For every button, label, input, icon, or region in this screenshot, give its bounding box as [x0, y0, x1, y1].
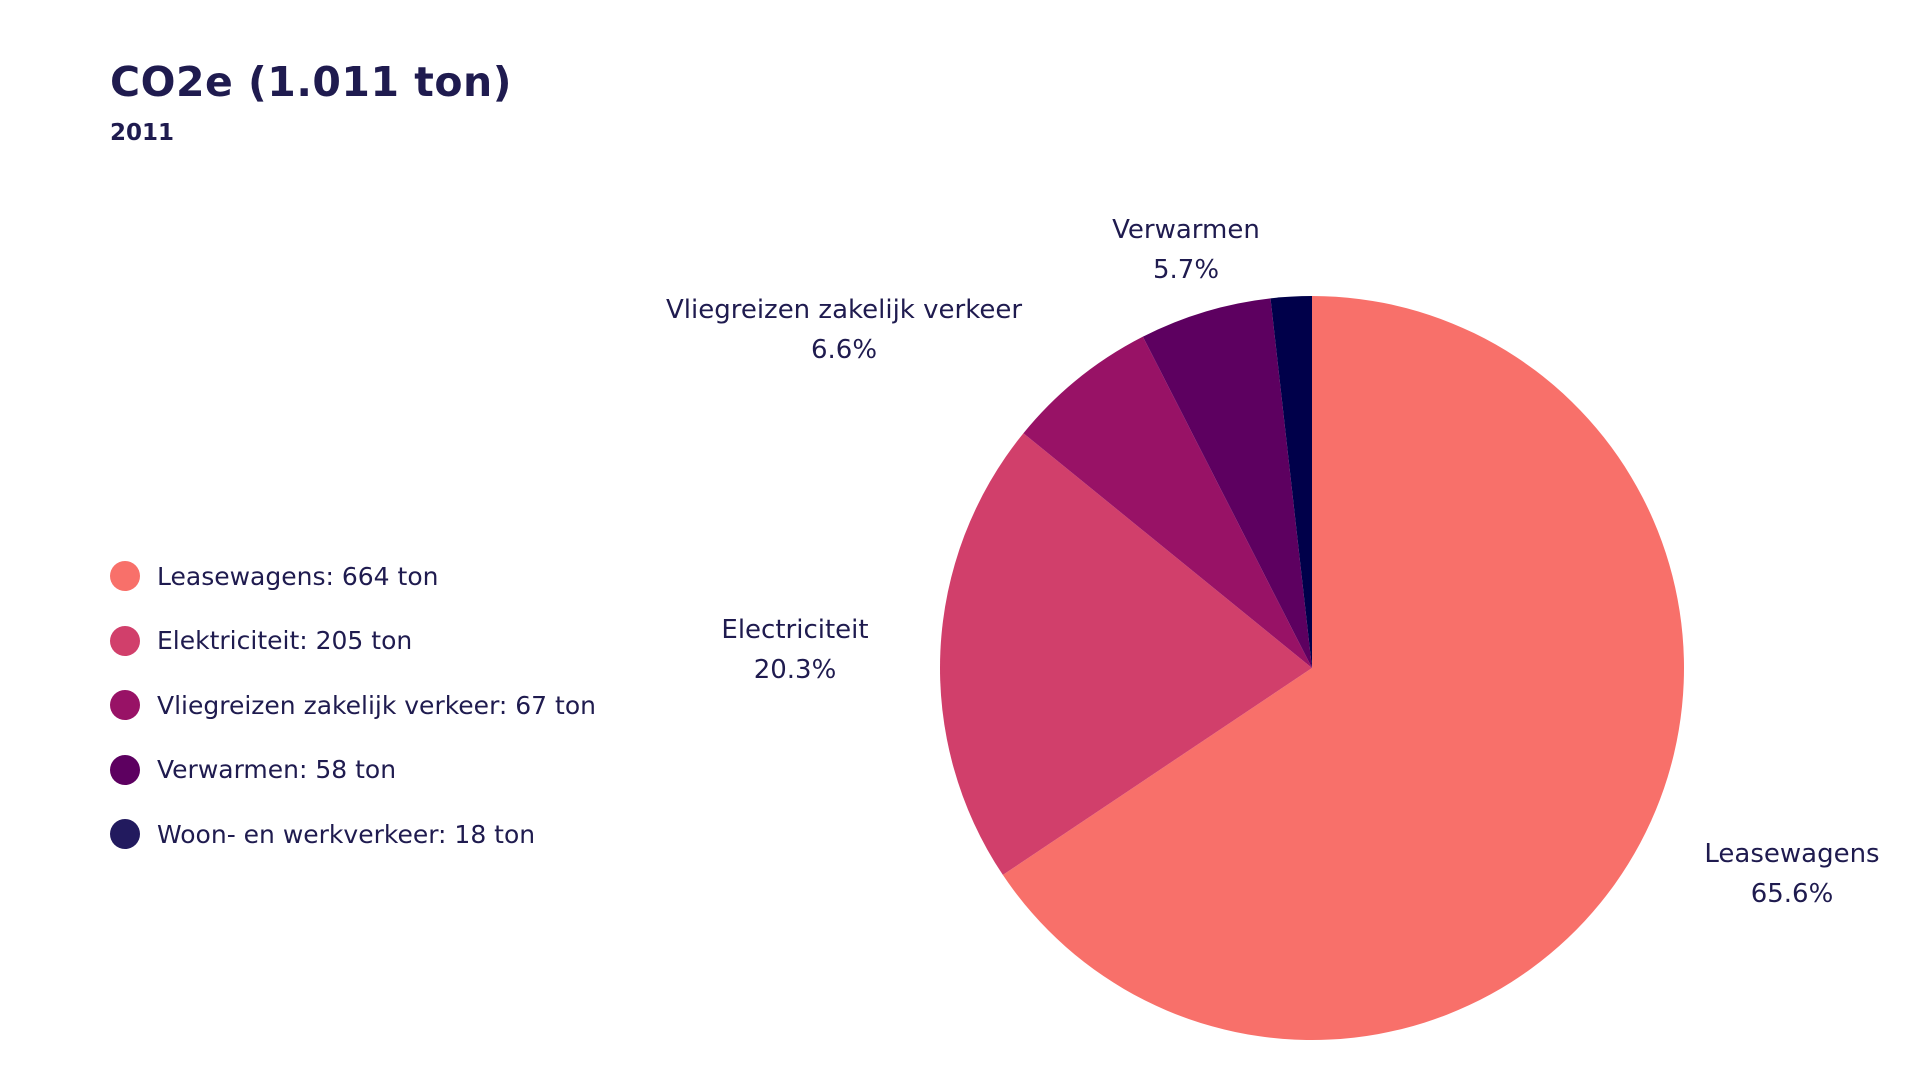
legend-item-vliegreizen: Vliegreizen zakelijk verkeer: 67 ton	[110, 673, 670, 738]
pie-slice-woon-en-werkverkeer	[1270, 296, 1312, 668]
pie-labels: Leasewagens 65.6% Electriciteit 20.3% Vliegr…	[666, 215, 1880, 909]
pie-slice-leasewagens	[1002, 296, 1684, 1040]
legend-swatch	[110, 754, 140, 785]
legend-label: Woon- en werkverkeer: 18 ton	[157, 819, 536, 849]
legend-item-leasewagens: Leasewagens: 664 ton	[110, 544, 670, 609]
pie-slices	[940, 296, 1684, 1040]
chart-subtitle: 2011	[110, 120, 175, 146]
legend-swatch	[110, 690, 140, 721]
slice-label-name: Verwarmen	[1112, 215, 1260, 245]
legend-label: Verwarmen: 58 ton	[157, 755, 397, 785]
pie-slice-verwarmen	[1142, 298, 1312, 668]
chart-title: CO2e (1.011 ton)	[110, 58, 512, 106]
slice-label-name: Vliegreizen zakelijk verkeer	[666, 295, 1022, 325]
slice-label-percent: 65.6%	[1751, 879, 1834, 909]
slice-label-percent: 6.6%	[811, 335, 877, 365]
legend-item-verwarmen: Verwarmen: 58 ton	[110, 738, 670, 803]
slice-label-name: Leasewagens	[1704, 839, 1879, 869]
slice-label-percent: 5.7%	[1153, 255, 1219, 285]
slice-label-name: Electriciteit	[721, 615, 868, 645]
legend-item-elektriciteit: Elektriciteit: 205 ton	[110, 609, 670, 674]
legend-swatch	[110, 819, 140, 850]
pie-slice-electriciteit	[940, 433, 1312, 875]
legend-item-woon-werkverkeer: Woon- en werkverkeer: 18 ton	[110, 802, 670, 867]
legend-label: Vliegreizen zakelijk verkeer: 67 ton	[157, 690, 596, 720]
legend-swatch	[110, 561, 140, 592]
pie-slice-vliegreizen-zakelijk-verkeer	[1023, 336, 1312, 668]
legend: Leasewagens: 664 ton Elektriciteit: 205 …	[110, 544, 670, 867]
legend-label: Leasewagens: 664 ton	[157, 561, 439, 591]
slice-label-percent: 20.3%	[754, 655, 837, 685]
legend-swatch	[110, 625, 140, 656]
legend-label: Elektriciteit: 205 ton	[157, 626, 413, 656]
